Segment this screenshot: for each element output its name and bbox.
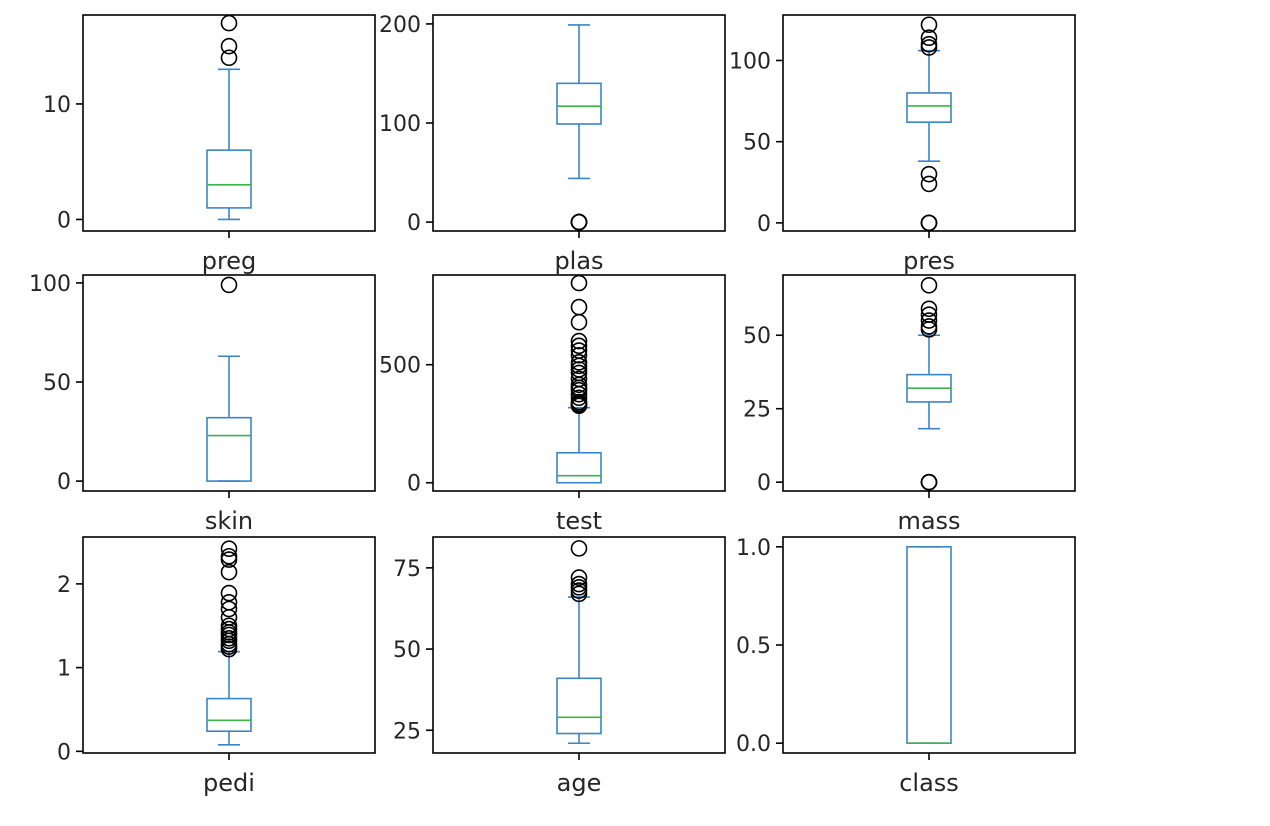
y-tick-label: 50 bbox=[43, 371, 71, 396]
iqr-box bbox=[556, 677, 602, 735]
outlier-point bbox=[570, 346, 588, 364]
outlier-point bbox=[920, 165, 938, 183]
x-tick-label: skin bbox=[205, 507, 253, 535]
subplot-test: 0 500 test bbox=[379, 274, 726, 535]
iqr-box bbox=[556, 82, 602, 125]
y-tick-label: 100 bbox=[379, 112, 421, 137]
outlier-point bbox=[570, 298, 588, 316]
y-tick-label: 0 bbox=[57, 470, 71, 495]
outlier-point bbox=[920, 318, 938, 335]
iqr-box bbox=[206, 149, 252, 209]
subplot-class: 0.0 0.5 1.0 class bbox=[736, 536, 1076, 797]
outlier-point bbox=[920, 175, 938, 193]
outlier-point bbox=[220, 563, 238, 581]
y-tick-label: 50 bbox=[393, 638, 421, 663]
x-tick-label: pedi bbox=[203, 769, 255, 797]
subplot-preg: 0 10 preg bbox=[43, 14, 376, 275]
y-tick-label: 0 bbox=[757, 212, 771, 237]
outlier-point bbox=[220, 600, 238, 618]
iqr-box bbox=[206, 697, 252, 733]
outlier-point bbox=[570, 569, 588, 586]
y-tick-label: 100 bbox=[29, 272, 71, 297]
iqr-box bbox=[906, 92, 952, 123]
outlier-point bbox=[220, 14, 238, 32]
x-tick-label: plas bbox=[554, 247, 603, 275]
outlier-point bbox=[920, 306, 938, 323]
outlier-point bbox=[570, 540, 588, 557]
subplot-pres: 0 50 100 pres bbox=[729, 14, 1076, 275]
y-tick-label: 75 bbox=[393, 557, 421, 582]
subplot-skin: 0 50 100 skin bbox=[29, 272, 376, 535]
y-tick-label: 50 bbox=[743, 131, 771, 156]
outlier-point bbox=[920, 29, 938, 47]
y-tick-label: 0 bbox=[57, 208, 71, 233]
x-tick-label: pres bbox=[903, 247, 955, 275]
outlier-point bbox=[570, 213, 588, 231]
iqr-box bbox=[206, 416, 252, 482]
outlier-point bbox=[220, 49, 238, 67]
outlier-point bbox=[570, 575, 588, 593]
outlier-point bbox=[220, 617, 238, 635]
outlier-point bbox=[920, 16, 938, 34]
outlier-point bbox=[220, 37, 238, 55]
y-tick-label: 100 bbox=[729, 49, 771, 74]
iqr-box bbox=[906, 546, 952, 744]
outlier-point bbox=[220, 540, 238, 558]
subplot-mass: 0 25 50 mass bbox=[743, 274, 1076, 535]
subplot-age: 25 50 75 age bbox=[393, 536, 726, 797]
y-tick-label: 0 bbox=[407, 211, 421, 236]
y-tick-label: 2 bbox=[57, 573, 71, 598]
outlier-point bbox=[570, 342, 588, 359]
y-tick-label: 0 bbox=[407, 472, 421, 497]
x-tick-label: class bbox=[899, 769, 959, 797]
y-tick-label: 10 bbox=[43, 93, 71, 118]
y-tick-label: 500 bbox=[379, 354, 421, 379]
outlier-point bbox=[570, 393, 588, 411]
y-tick-label: 0.0 bbox=[736, 732, 771, 757]
outlier-point bbox=[220, 584, 238, 602]
y-tick-label: 1 bbox=[57, 657, 71, 682]
y-tick-label: 0 bbox=[57, 740, 71, 765]
outlier-point bbox=[570, 274, 588, 292]
y-tick-label: 25 bbox=[393, 719, 421, 744]
x-tick-label: mass bbox=[897, 507, 960, 535]
outlier-point bbox=[570, 337, 588, 355]
outlier-point bbox=[570, 354, 588, 371]
outlier-point bbox=[220, 276, 238, 294]
outlier-point bbox=[920, 473, 938, 491]
subplot-plas: 0 100 200 plas bbox=[379, 13, 726, 275]
outlier-point bbox=[920, 35, 938, 53]
outlier-point bbox=[570, 370, 588, 388]
axes-frame bbox=[782, 536, 1076, 754]
outlier-point bbox=[570, 332, 588, 350]
outlier-point bbox=[220, 609, 238, 626]
x-tick-label: preg bbox=[202, 247, 257, 275]
outlier-point bbox=[920, 276, 938, 294]
x-tick-label: age bbox=[557, 769, 602, 797]
outlier-point bbox=[920, 300, 938, 318]
outlier-point bbox=[570, 313, 588, 331]
y-tick-label: 0 bbox=[757, 471, 771, 496]
y-tick-label: 1.0 bbox=[736, 536, 771, 561]
outlier-point bbox=[920, 214, 938, 232]
y-tick-label: 200 bbox=[379, 13, 421, 38]
x-tick-label: test bbox=[556, 507, 602, 535]
outlier-point bbox=[920, 312, 938, 329]
y-tick-label: 25 bbox=[743, 398, 771, 423]
y-tick-label: 0.5 bbox=[736, 634, 771, 659]
iqr-box bbox=[556, 451, 602, 484]
y-tick-label: 50 bbox=[743, 324, 771, 349]
outlier-point bbox=[220, 594, 238, 611]
outlier-point bbox=[220, 547, 238, 565]
subplot-pedi: 0 1 2 pedi bbox=[57, 536, 376, 797]
